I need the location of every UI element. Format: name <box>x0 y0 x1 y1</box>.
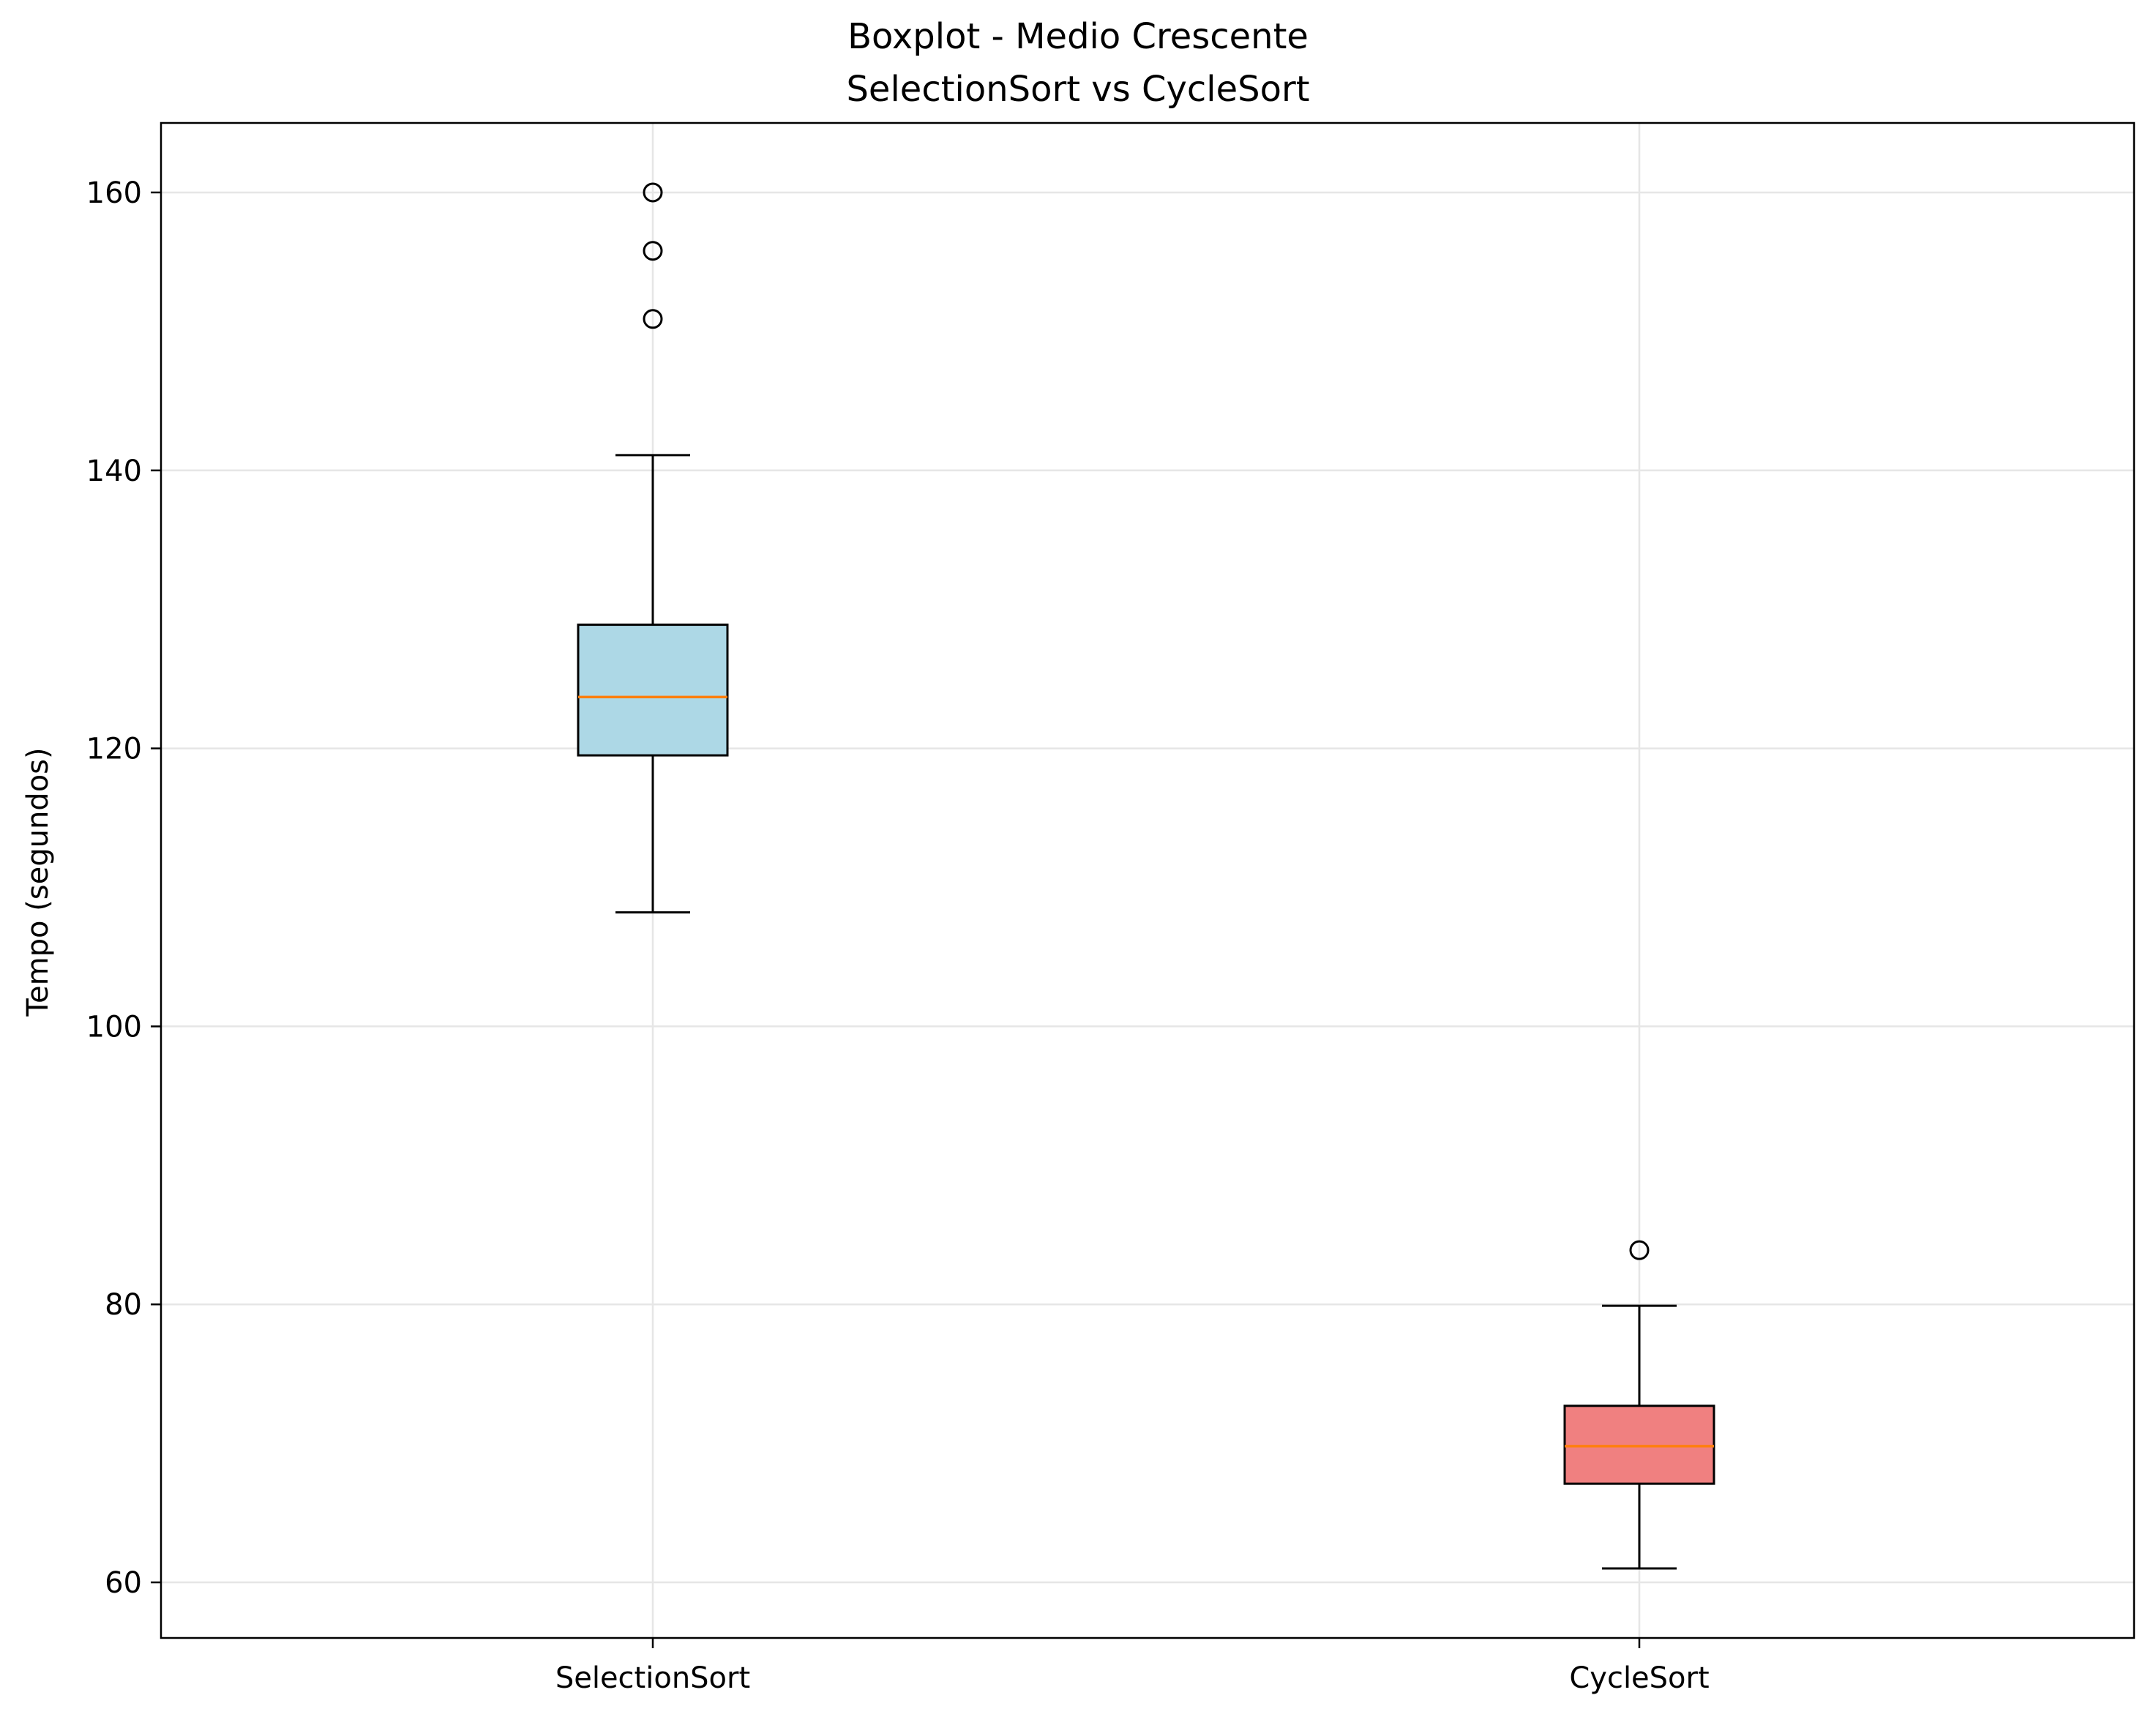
x-axis-ticks: SelectionSort CycleSort <box>555 1638 1710 1695</box>
chart-subtitle: SelectionSort vs CycleSort <box>846 69 1309 110</box>
x-tick-label: SelectionSort <box>555 1661 750 1695</box>
y-tick-label: 120 <box>86 733 142 766</box>
x-tick-label: CycleSort <box>1569 1661 1709 1695</box>
outlier-point <box>643 309 663 329</box>
y-tick-label: 60 <box>105 1566 142 1600</box>
outlier-point <box>643 182 663 203</box>
y-axis-label: Tempo (segundos) <box>21 747 55 1017</box>
y-tick-label: 160 <box>86 176 142 210</box>
box-cyclesort <box>1563 1240 1715 1570</box>
iqr-box <box>1563 1404 1715 1485</box>
axes-frame <box>160 121 2136 1639</box>
y-tick-label: 80 <box>105 1288 142 1322</box>
chart-title: Boxplot - Medio Crescente <box>847 16 1309 57</box>
grid-lines <box>161 123 2134 1638</box>
y-axis-ticks: 60 80 100 120 140 160 <box>86 176 161 1600</box>
box-series <box>577 182 1715 1570</box>
y-tick-label: 100 <box>86 1010 142 1044</box>
box-selectionsort <box>577 182 729 914</box>
outlier-point <box>1629 1240 1650 1260</box>
iqr-box <box>577 624 729 757</box>
outlier-point <box>643 241 663 261</box>
y-tick-label: 140 <box>86 454 142 488</box>
